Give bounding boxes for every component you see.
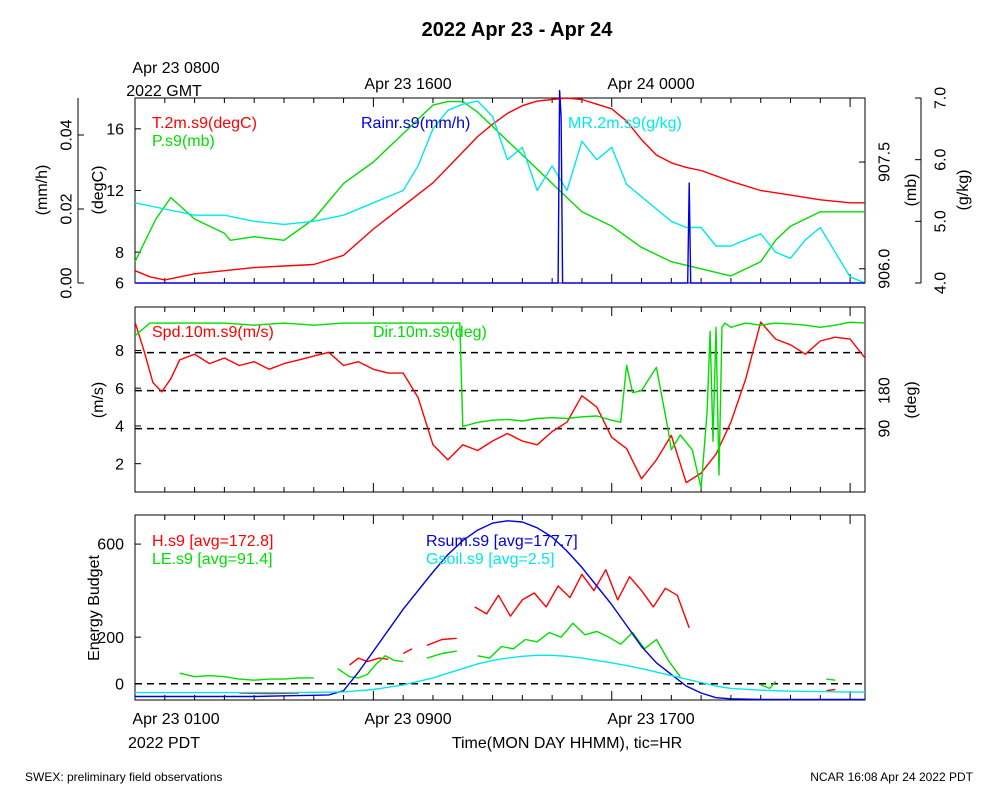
legend-pres: P.s9(mb) [152,133,215,150]
spd-tick-label-3: 8 [115,343,124,360]
value-axes: 0.00 0.02 0.04 6 8 12 16 906.0 907.5 4.0 5.0 6.0 7.0… [59,87,950,694]
panel-bottom-frame [134,514,866,701]
legend-le: LE.s9 [avg=91.4] [152,551,273,568]
temp-tick-label-1: 8 [115,245,124,262]
dir-tick-label-1: 180 [877,377,894,404]
pres-axis-title: (mb) [903,174,920,207]
energy-tick-label-2: 600 [97,537,124,554]
energy-tick-label-0: 0 [115,676,124,693]
energy-tick-label-1: 200 [97,630,124,647]
series-2-3-line [135,654,865,694]
series-0-0-line [134,97,865,281]
legend-rsum: Rsum.s9 [avg=177.7] [426,533,578,550]
series-2-0-segment-2 [402,648,413,655]
series-2-1-segment-3 [477,622,681,678]
legend-temp: T.2m.s9(degC) [152,115,257,132]
footer-right: NCAR 16:08 Apr 24 2022 PDT [810,770,973,784]
reference-lines [135,351,865,685]
legend-top: T.2m.s9(degC) P.s9(mb) Rainr.s9(mm/h) MR… [152,115,682,150]
series-lines [134,89,866,701]
legend-dir: Dir.10m.s9(deg) [373,324,487,341]
series-2-2-line [135,520,865,701]
series-2-1-segment-4 [760,680,777,690]
series-2-1-segment-2 [426,650,457,659]
axis-titles: (mm/h) (degC) (mb) (g/kg) (m/s) (deg) En… [34,165,972,661]
mr-tick-label-1: 5.0 [933,210,950,232]
mr-tick-label-2: 6.0 [933,148,950,170]
temp-tick-label-2: 12 [106,183,124,200]
legend-spd: Spd.10m.s9(m/s) [152,324,274,341]
series-0-3-line [135,89,865,284]
series-1-1-line [134,321,866,489]
series-0-1-line [134,100,865,277]
spd-tick-label-1: 4 [115,419,124,436]
temp-axis-title: (degC) [90,166,107,215]
bottom-time-label-3: Apr 23 1700 [607,711,694,728]
legend-h: H.s9 [avg=172.8] [152,533,273,550]
legend-bottom: H.s9 [avg=172.8] LE.s9 [avg=91.4] Rsum.s… [152,533,578,568]
temp-tick-label-0: 6 [115,276,124,293]
pres-tick-label-0: 906.0 [877,249,894,289]
legend-rain: Rainr.s9(mm/h) [361,115,470,132]
series-1-0-line [134,321,866,484]
mr-axis-title: (g/kg) [955,170,972,211]
panel-middle-frame [134,306,866,493]
series-2-0-segment-5 [826,688,836,692]
top-time-label-1-sub: 2022 GMT [126,83,202,100]
top-time-labels: Apr 23 0800 2022 GMT Apr 23 1600 Apr 24 … [126,60,694,100]
legend-middle: Spd.10m.s9(m/s) Dir.10m.s9(deg) [152,324,487,341]
series-2-1-segment-5 [826,678,836,681]
rain-tick-label-0: 0.00 [59,267,76,298]
pres-tick-label-1: 907.5 [877,142,894,182]
page-title: 2022 Apr 23 - Apr 24 [422,19,614,41]
legend-gsoil: Gsoil.s9 [avg=2.5] [426,551,555,568]
energy-axis-title: Energy Budget [86,555,103,661]
dir-axis-title: (deg) [903,381,920,418]
mr-tick-label-0: 4.0 [933,272,950,294]
top-time-label-1: Apr 23 0800 [132,60,219,77]
bottom-time-labels: Apr 23 0100 2022 PDT Apr 23 0900 Apr 23 … [128,711,695,752]
top-time-label-2: Apr 23 1600 [364,76,451,93]
series-0-2-line [134,100,866,284]
x-axis-label: Time(MON DAY HHMM), tic=HR [452,735,682,752]
legend-mr: MR.2m.s9(g/kg) [568,115,682,132]
rain-axis-title: (mm/h) [34,165,51,216]
bottom-time-label-2: Apr 23 0900 [364,711,451,728]
rain-tick-label-2: 0.04 [59,119,76,150]
series-2-1-segment-1 [337,655,404,679]
top-time-label-3: Apr 24 0000 [607,76,694,93]
rain-tick-label-1: 0.02 [59,193,76,224]
spd-axis-title: (m/s) [90,382,107,418]
series-2-0-segment-4 [474,569,690,629]
footer-left: SWEX: preliminary field observations [25,770,222,784]
spd-tick-label-0: 2 [115,456,124,473]
bottom-time-label-1: Apr 23 0100 [132,711,219,728]
bottom-time-label-1-sub: 2022 PDT [128,735,200,752]
series-2-0-segment-3 [426,637,457,646]
spd-tick-label-2: 6 [115,381,124,398]
mr-tick-label-3: 7.0 [933,87,950,109]
temp-tick-label-3: 16 [106,121,124,138]
time-ticks [134,98,851,700]
series-2-1-segment-0 [179,672,314,681]
dir-tick-label-0: 90 [877,420,894,438]
